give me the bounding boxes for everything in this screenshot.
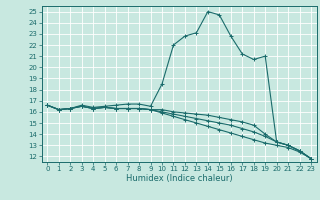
X-axis label: Humidex (Indice chaleur): Humidex (Indice chaleur) <box>126 174 233 183</box>
